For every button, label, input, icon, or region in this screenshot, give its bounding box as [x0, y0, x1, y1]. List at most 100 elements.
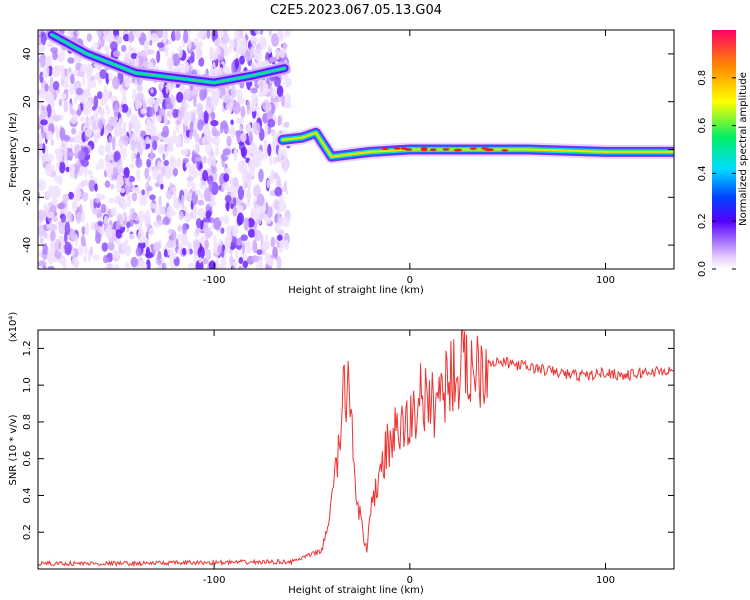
noise-speck — [112, 136, 116, 151]
noise-speck — [150, 135, 159, 142]
noise-speck — [274, 76, 281, 88]
noise-speck — [160, 183, 164, 190]
noise-speck — [247, 218, 255, 228]
noise-speck — [131, 192, 138, 202]
noise-speck — [220, 122, 224, 134]
noise-speck — [197, 42, 203, 48]
noise-speck — [58, 222, 66, 235]
noise-speck — [115, 220, 121, 231]
noise-speck — [225, 232, 233, 245]
noise-speck — [163, 248, 168, 258]
noise-speck — [38, 191, 41, 198]
noise-speck — [263, 152, 268, 159]
noise-speck — [250, 93, 258, 100]
noise-speck — [113, 50, 121, 58]
noise-speck — [193, 94, 197, 108]
noise-speck — [112, 166, 119, 178]
noise-speck — [70, 108, 76, 116]
noise-speck — [202, 217, 212, 223]
noise-speck — [38, 30, 41, 36]
noise-speck — [93, 109, 99, 121]
noise-speck — [276, 85, 284, 97]
noise-speck — [113, 104, 119, 118]
noise-speck — [105, 139, 112, 154]
noise-speck — [251, 255, 260, 263]
noise-speck — [71, 200, 78, 212]
noise-speck — [80, 158, 89, 167]
noise-speck — [81, 73, 85, 87]
noise-speck — [157, 258, 163, 266]
noise-speck — [70, 74, 75, 85]
carrier-peak — [393, 147, 401, 150]
noise-speck — [242, 183, 246, 191]
noise-speck — [210, 153, 216, 167]
noise-speck — [126, 195, 132, 208]
noise-speck — [61, 91, 65, 103]
noise-speck — [254, 48, 262, 62]
noise-speck — [83, 255, 88, 263]
noise-speck — [257, 149, 263, 156]
colorbar-ticks: 0.0 0.2 0.4 0.6 0.8 — [697, 70, 736, 277]
noise-speck — [279, 48, 286, 58]
x-tick-label: -100 — [203, 275, 226, 286]
noise-speck — [176, 233, 183, 241]
noise-speck — [231, 224, 239, 237]
noise-speck — [108, 135, 113, 144]
carrier-peak — [405, 148, 412, 151]
noise-speck — [38, 143, 44, 150]
noise-speck — [213, 95, 219, 106]
noise-speck — [132, 212, 137, 221]
noise-speck — [254, 30, 262, 35]
noise-speck — [123, 167, 130, 179]
noise-speck — [156, 214, 162, 222]
noise-speck — [245, 49, 250, 62]
noise-speck — [240, 146, 248, 158]
noise-speck — [97, 91, 103, 100]
noise-speck — [139, 193, 143, 206]
noise-speck — [184, 88, 192, 100]
noise-speck — [258, 168, 264, 183]
noise-speck — [237, 160, 245, 173]
noise-speck — [284, 77, 292, 88]
noise-speck — [76, 159, 80, 166]
noise-speck — [232, 177, 239, 187]
noise-speck — [98, 144, 105, 156]
noise-speck — [87, 170, 93, 176]
noise-speck — [104, 180, 111, 188]
noise-speck — [208, 200, 217, 207]
noise-speck — [38, 148, 43, 160]
noise-speck — [128, 31, 134, 43]
noise-speck — [210, 96, 215, 108]
noise-speck — [160, 166, 166, 177]
noise-speck — [39, 71, 44, 84]
noise-speck — [238, 257, 244, 264]
noise-speck — [69, 165, 74, 178]
noise-speck — [237, 212, 244, 225]
noise-speck — [205, 227, 212, 239]
noise-speck — [185, 162, 192, 169]
noise-speck — [109, 183, 115, 190]
noise-speck — [194, 156, 202, 162]
noise-speck — [172, 186, 177, 195]
noise-speck — [251, 106, 260, 112]
noise-speck — [152, 140, 158, 151]
noise-speck — [197, 246, 205, 259]
noise-speck — [85, 63, 94, 75]
noise-speck — [86, 33, 92, 42]
noise-speck — [112, 249, 120, 259]
noise-speck — [160, 131, 169, 138]
noise-speck — [46, 190, 54, 198]
noise-speck — [284, 121, 290, 128]
noise-speck — [121, 44, 127, 53]
noise-speck — [59, 161, 66, 174]
noise-speck — [102, 34, 109, 41]
noise-speck — [67, 211, 73, 223]
noise-speck — [223, 167, 232, 175]
noise-speck — [156, 160, 162, 173]
noise-speck — [56, 161, 60, 170]
noise-speck — [77, 245, 84, 256]
noise-speck — [181, 247, 187, 256]
colorbar-tick-label: 0.4 — [697, 165, 708, 181]
carrier-peak — [454, 148, 462, 152]
noise-speck — [57, 50, 65, 63]
